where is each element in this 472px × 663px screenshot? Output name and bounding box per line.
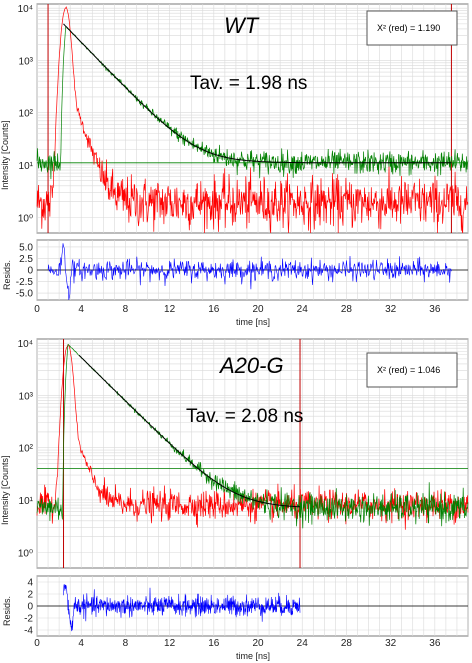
x-tick-label: 8 bbox=[123, 638, 129, 649]
residuals-y-tick-label: 4 bbox=[27, 578, 33, 589]
x-tick-label: 4 bbox=[78, 638, 84, 649]
chart-annotation: Tav. = 1.98 ns bbox=[190, 73, 307, 94]
residuals-y-tick-label: -2.5 bbox=[16, 277, 34, 288]
fit-stat-box bbox=[366, 352, 458, 388]
residuals-y-ticks: 5.02.50-2.5-5.0 bbox=[16, 242, 34, 299]
residuals-line bbox=[47, 243, 452, 301]
main-plot-series bbox=[36, 343, 469, 530]
residuals-y-tick-label: -4 bbox=[24, 626, 33, 637]
x-tick-label: 28 bbox=[341, 638, 353, 649]
fit-series-line bbox=[63, 23, 452, 164]
irf-series-line bbox=[36, 343, 469, 530]
x-tick-label: 12 bbox=[164, 638, 176, 649]
x-tick-label: 0 bbox=[34, 638, 40, 649]
residuals-line bbox=[63, 584, 301, 632]
y-tick-label: 10² bbox=[19, 109, 34, 120]
residuals-y-label: Resids. bbox=[2, 596, 12, 626]
fit-stat: X² (red) = 1.046 bbox=[377, 365, 440, 375]
x-tick-label: 16 bbox=[208, 638, 220, 649]
y-axis-label: Intensity [Counts] bbox=[0, 120, 10, 190]
fit-stat-box bbox=[366, 10, 458, 46]
residuals-series bbox=[63, 584, 301, 632]
y-tick-label: 10³ bbox=[19, 56, 34, 67]
x-tick-label: 12 bbox=[164, 304, 176, 315]
residuals-y-tick-label: 2.5 bbox=[19, 254, 33, 265]
fit-stat: X² (red) = 1.190 bbox=[377, 23, 440, 33]
chart-annotation: Tav. = 2.08 ns bbox=[186, 406, 303, 427]
x-tick-label: 4 bbox=[78, 304, 84, 315]
y-tick-label: 10¹ bbox=[19, 496, 34, 507]
residuals-y-tick-label: 2 bbox=[27, 590, 33, 601]
residuals-y-tick-label: 0 bbox=[27, 602, 33, 613]
chart-title: A20-G bbox=[218, 353, 284, 378]
x-tick-label: 36 bbox=[429, 304, 441, 315]
y-tick-label: 10⁴ bbox=[18, 4, 33, 15]
panel-a20-g: 10⁰ 10¹ 10² 10³ 10⁴ A20-G Tav. = 2.08 ns X² … bbox=[0, 338, 469, 661]
fit-series-line bbox=[78, 354, 300, 508]
x-tick-label: 36 bbox=[429, 638, 441, 649]
x-tick-label: 16 bbox=[208, 304, 220, 315]
y-tick-label: 10⁰ bbox=[18, 213, 33, 224]
x-tick-label: 8 bbox=[123, 304, 129, 315]
residuals-y-label: Resids. bbox=[2, 260, 12, 290]
x-tick-label: 32 bbox=[385, 304, 397, 315]
x-ticks: 0 4 8 12 16 20 24 28 32 36 bbox=[34, 304, 441, 315]
y-tick-label: 10⁰ bbox=[18, 548, 33, 559]
main-plot-y-ticks: 10⁰ 10¹ 10² 10³ 10⁴ bbox=[18, 339, 34, 559]
decay-series-line bbox=[36, 26, 469, 180]
residuals-y-ticks: 420-2-4 bbox=[24, 578, 33, 637]
x-tick-label: 20 bbox=[252, 638, 264, 649]
x-tick-label: 28 bbox=[341, 304, 353, 315]
x-ticks: 0 4 8 12 16 20 24 28 32 36 bbox=[34, 638, 441, 649]
x-tick-label: 24 bbox=[297, 304, 309, 315]
y-axis-label: Intensity [Counts] bbox=[0, 455, 10, 525]
residuals-y-tick-label: 0 bbox=[27, 266, 33, 277]
irf-series-line bbox=[36, 6, 469, 234]
x-tick-label: 24 bbox=[297, 638, 309, 649]
main-plot-y-ticks: 10⁰ 10¹ 10² 10³ 10⁴ bbox=[18, 4, 34, 224]
y-tick-label: 10¹ bbox=[19, 161, 34, 172]
residuals-y-tick-label: -2 bbox=[24, 614, 33, 625]
x-tick-label: 0 bbox=[34, 304, 40, 315]
x-tick-label: 32 bbox=[385, 638, 397, 649]
y-tick-label: 10⁴ bbox=[18, 339, 33, 350]
main-plot-grid bbox=[36, 339, 469, 568]
panel-wt: 10⁰ 10¹ 10² 10³ 10⁴ WT Tav. = 1.98 ns X² (re… bbox=[0, 3, 469, 327]
chart-title: WT bbox=[224, 13, 260, 38]
main-plot-series bbox=[36, 6, 469, 234]
y-tick-label: 10³ bbox=[19, 391, 34, 402]
residuals-y-tick-label: 5.0 bbox=[19, 242, 33, 253]
x-axis-label: time [ns] bbox=[236, 651, 270, 661]
residuals-series bbox=[47, 243, 452, 301]
x-tick-label: 20 bbox=[252, 304, 264, 315]
residuals-y-tick-label: -5.0 bbox=[16, 289, 34, 300]
y-tick-label: 10² bbox=[19, 444, 34, 455]
x-axis-label: time [ns] bbox=[236, 317, 270, 327]
